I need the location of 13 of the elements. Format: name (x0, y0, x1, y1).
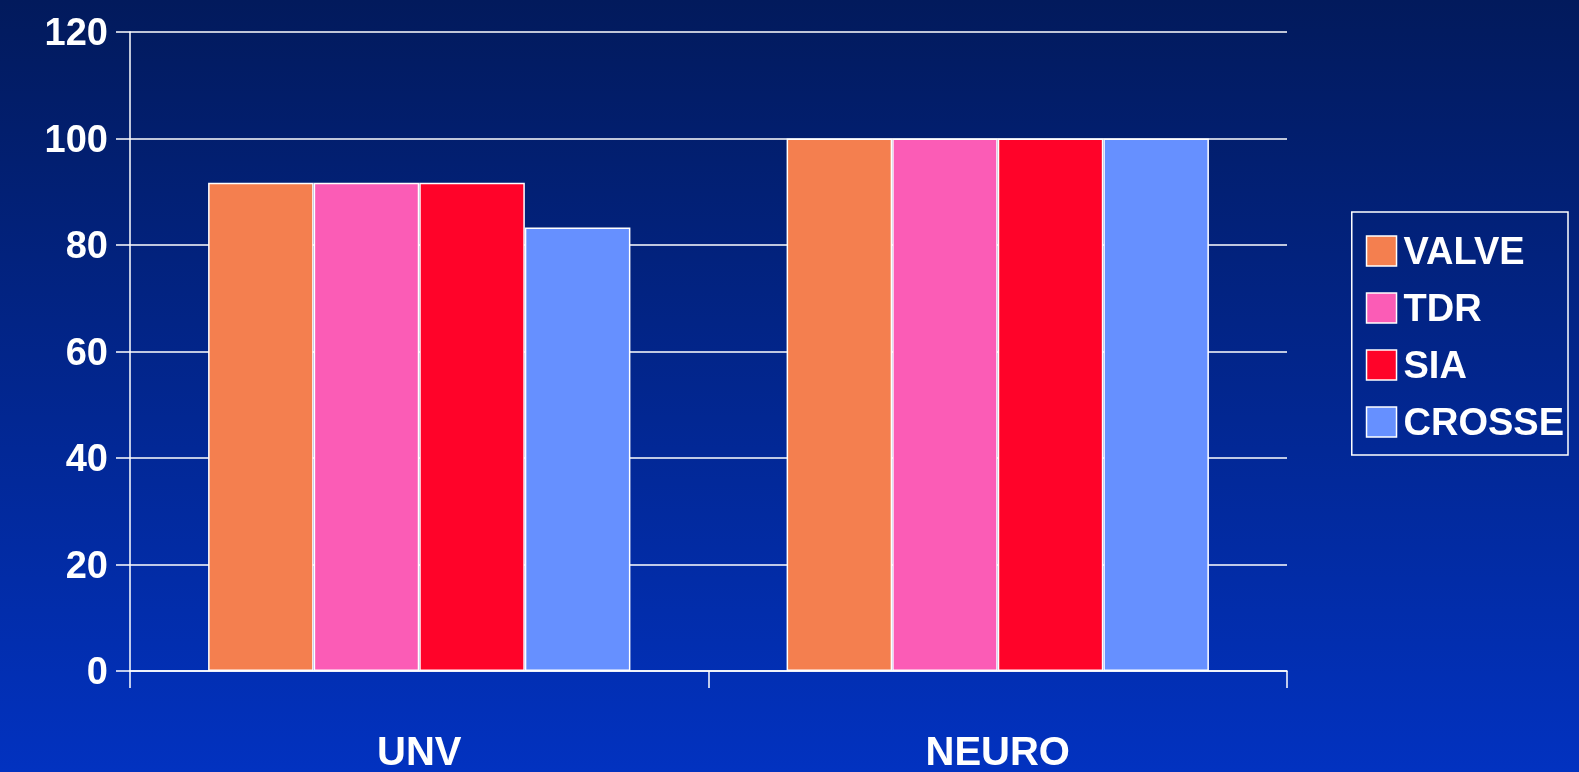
y-tick-label: 120 (44, 11, 108, 53)
y-tick-label: 0 (86, 650, 108, 692)
x-tick-label: UNV (377, 729, 462, 772)
y-tick-label: 40 (65, 437, 108, 479)
legend-label: TDR (1403, 287, 1482, 329)
x-tick-label: NEURO (925, 729, 1070, 772)
legend-label: CROSSE (1403, 401, 1564, 443)
legend-label: SIA (1403, 344, 1467, 386)
y-tick-label: 80 (65, 224, 108, 266)
y-tick-label: 20 (65, 543, 108, 586)
legend-label: VALVE (1403, 230, 1525, 272)
y-tick-label: 60 (65, 330, 108, 373)
y-tick-label: 100 (44, 117, 108, 160)
